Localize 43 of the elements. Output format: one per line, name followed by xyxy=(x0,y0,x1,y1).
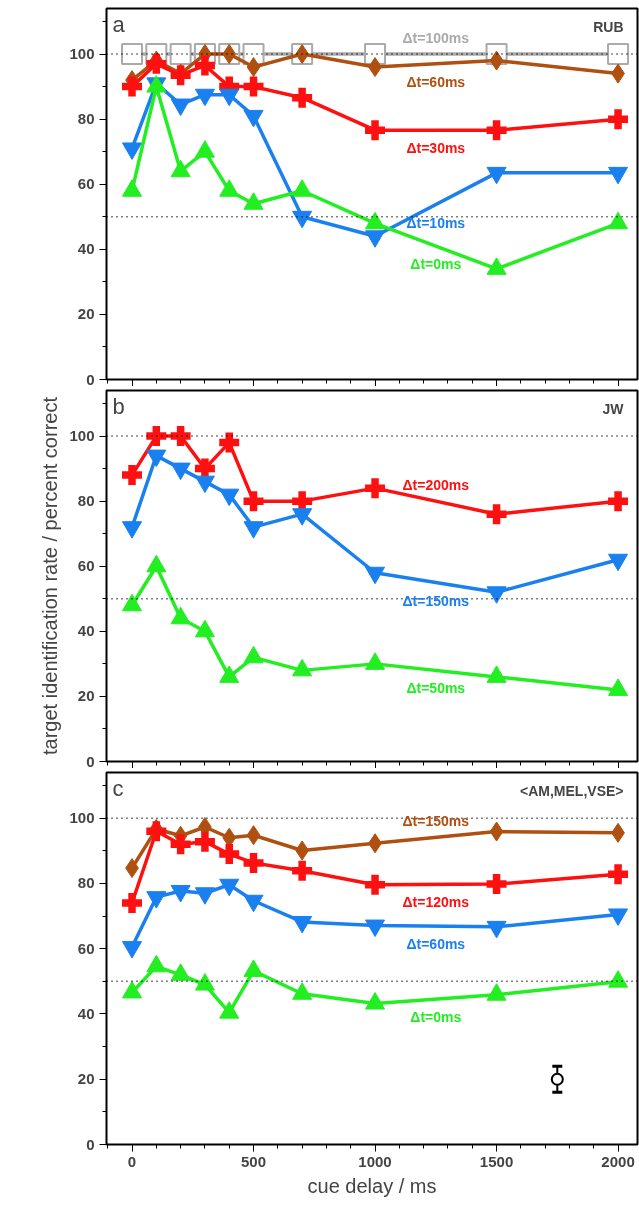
x-tick-label: 500 xyxy=(241,1152,267,1170)
text: RUB xyxy=(593,18,624,35)
x-axis-title: cue delay / ms xyxy=(307,1174,437,1197)
series-label: Δt=30ms xyxy=(406,140,466,157)
x-tick-label: 1500 xyxy=(479,1152,514,1170)
series-label: Δt=100ms xyxy=(402,30,470,47)
x-tick-label: 0 xyxy=(127,1152,137,1170)
y-tick-label: 40 xyxy=(77,622,95,640)
chart-title: b xyxy=(112,393,125,419)
y-tick-label: 40 xyxy=(77,240,95,258)
y-tick-label: 0 xyxy=(86,1135,95,1153)
y-tick-label: 100 xyxy=(69,809,95,827)
chart-title: a xyxy=(112,11,126,37)
series-label: Δt=10ms xyxy=(406,214,466,231)
series-label: Δt=0ms xyxy=(410,256,462,273)
text: JW xyxy=(602,400,625,417)
series-label: Δt=150ms xyxy=(402,592,470,609)
y-tick-label: 60 xyxy=(77,557,95,575)
y-tick-label: 0 xyxy=(86,370,95,388)
y-tick-label: 0 xyxy=(86,752,95,770)
y-tick-label: 20 xyxy=(77,305,95,323)
series-label: Δt=120ms xyxy=(402,894,470,911)
x-tick-label: 2000 xyxy=(601,1152,635,1170)
y-tick-label: 20 xyxy=(77,1070,95,1088)
series-label: Δt=50ms xyxy=(406,680,466,697)
y-tick-label: 80 xyxy=(77,874,95,892)
chart-title: c xyxy=(112,775,124,801)
series-label: Δt=150ms xyxy=(402,813,470,830)
y-tick-label: 100 xyxy=(69,45,95,63)
y-tick-label: 80 xyxy=(77,110,95,128)
x-tick-label: 1000 xyxy=(358,1152,392,1170)
text: <AM,MEL,VSE> xyxy=(520,782,624,799)
y-axis-title: target identification rate / percent correct xyxy=(39,396,62,755)
series-label: Δt=60ms xyxy=(406,936,466,953)
y-tick-label: 20 xyxy=(77,687,95,705)
y-tick-label: 80 xyxy=(77,492,95,510)
series-label: Δt=0ms xyxy=(410,1009,462,1026)
series-label: Δt=60ms xyxy=(406,73,466,90)
y-tick-label: 40 xyxy=(77,1004,95,1022)
y-tick-label: 100 xyxy=(69,427,95,445)
series-label: Δt=200ms xyxy=(402,477,470,494)
y-tick-label: 60 xyxy=(77,175,95,193)
y-tick-label: 60 xyxy=(77,939,95,957)
